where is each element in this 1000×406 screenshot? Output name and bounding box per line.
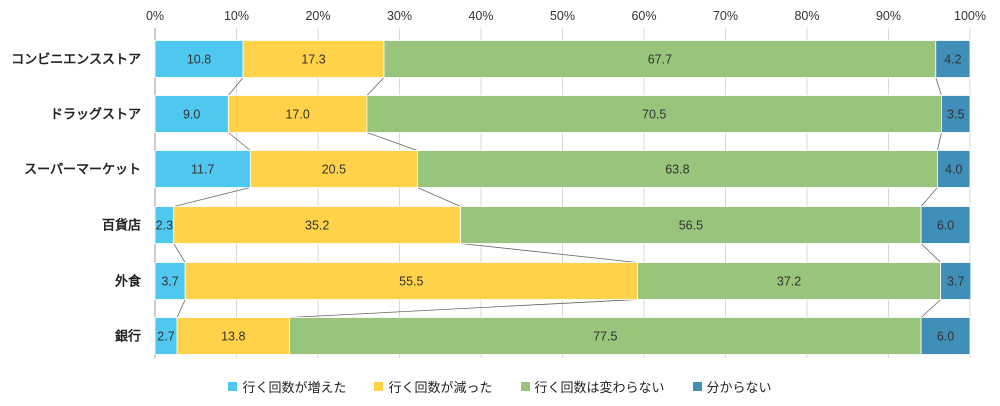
data-label: 9.0	[183, 108, 200, 122]
series-connector-line	[366, 77, 385, 96]
bar-segment	[383, 40, 937, 78]
bar-segment	[637, 262, 942, 300]
series-connector-line	[289, 299, 638, 318]
bar-segment	[173, 206, 462, 244]
legend-swatch	[228, 381, 238, 391]
legend-swatch	[692, 381, 702, 391]
bar-segment	[249, 150, 418, 188]
series-connector-line	[920, 187, 938, 207]
legend-item: 分からない	[692, 377, 772, 396]
legend-swatch	[374, 381, 384, 391]
data-label: 17.3	[301, 53, 325, 67]
bar-segment	[176, 317, 290, 355]
legend-swatch	[520, 381, 530, 391]
series-connector-line	[228, 77, 244, 96]
x-tick-label: 40%	[468, 9, 493, 23]
data-label: 77.5	[593, 330, 617, 344]
data-label: 55.5	[399, 275, 423, 289]
data-label: 4.0	[945, 163, 962, 177]
legend-item: 行く回数が増えた	[228, 377, 346, 396]
legend-label: 行く回数が増えた	[242, 379, 347, 395]
series-connector-line	[176, 299, 186, 318]
category-label: ドラッグストア	[50, 107, 141, 122]
bar-segment	[417, 150, 938, 188]
bar-segment	[366, 95, 942, 133]
series-connector-line	[228, 132, 251, 151]
data-label: 3.5	[947, 108, 964, 122]
series-connector-line	[935, 77, 942, 96]
bar-segment	[940, 262, 972, 300]
data-label: 6.0	[937, 330, 954, 344]
bar-segment	[154, 40, 244, 78]
series-connector-line	[417, 187, 461, 207]
bar-segment	[289, 317, 922, 355]
category-label: 外食	[114, 274, 142, 289]
category-label: 銀行	[115, 329, 141, 344]
series-connector-line	[460, 243, 638, 263]
series-connector-line	[920, 243, 941, 263]
x-tick-label: 0%	[146, 9, 164, 23]
data-label: 35.2	[305, 219, 329, 233]
series-connector-line	[173, 187, 251, 207]
legend-label: 分からない	[706, 379, 772, 395]
category-label: 百貨店	[102, 218, 141, 233]
bar-segment	[227, 95, 368, 133]
data-label: 56.5	[679, 219, 703, 233]
x-tick-label: 50%	[550, 9, 575, 23]
legend-label: 行く回数は変わらない	[534, 379, 665, 395]
data-label: 37.2	[777, 275, 801, 289]
data-label: 2.3	[156, 219, 173, 233]
bar-segment	[154, 95, 229, 133]
bar-segment	[937, 150, 971, 188]
x-tick-label: 90%	[876, 9, 901, 23]
data-label: 20.5	[322, 163, 346, 177]
data-label: 67.7	[648, 53, 672, 67]
data-label: 11.7	[191, 163, 214, 177]
data-label: 70.5	[642, 108, 666, 122]
data-label: 3.7	[161, 275, 178, 289]
legend-item: 行く回数が減った	[374, 377, 493, 396]
bar-segment	[920, 317, 971, 355]
x-tick-label: 10%	[224, 9, 249, 23]
data-label: 63.8	[665, 163, 689, 177]
series-connector-line	[920, 299, 941, 318]
data-label: 4.2	[944, 53, 961, 67]
stacked-bar-chart: 0% 10% 20% 30% 40% 50% 60% 70% 80% 90% 100% コンビニエンス…	[11, 9, 986, 358]
bar-segment	[920, 206, 971, 244]
series-connector-line	[366, 132, 418, 151]
legend-label: 行く回数が減った	[388, 379, 493, 395]
x-tick-label: 30%	[387, 9, 412, 23]
bar-segment	[935, 40, 971, 78]
x-tick-label: 60%	[631, 9, 656, 23]
data-label: 6.0	[937, 219, 954, 233]
category-label: スーパーマーケット	[24, 162, 141, 177]
series-connector-line	[937, 132, 942, 151]
x-tick-label: 80%	[794, 9, 819, 23]
data-label: 2.7	[157, 330, 174, 344]
x-tick-label: 20%	[305, 9, 330, 23]
series-connector-line	[173, 243, 186, 263]
bar-segment	[460, 206, 922, 244]
bar-segment	[154, 150, 251, 188]
data-label: 10.8	[187, 53, 211, 67]
bar-segment	[184, 262, 638, 300]
data-label: 3.7	[947, 275, 964, 289]
bar-segment	[941, 95, 971, 133]
x-tick-label: 70%	[713, 9, 738, 23]
data-label: 13.8	[221, 330, 245, 344]
x-tick-label: 100%	[954, 9, 986, 23]
bar-segment	[242, 40, 385, 78]
data-label: 17.0	[285, 108, 309, 122]
category-label: コンビニエンスストア	[11, 52, 141, 67]
legend: 行く回数が増えた 行く回数が減った 行く回数は変わらない 分からない	[0, 376, 1000, 396]
legend-item: 行く回数は変わらない	[520, 377, 665, 396]
